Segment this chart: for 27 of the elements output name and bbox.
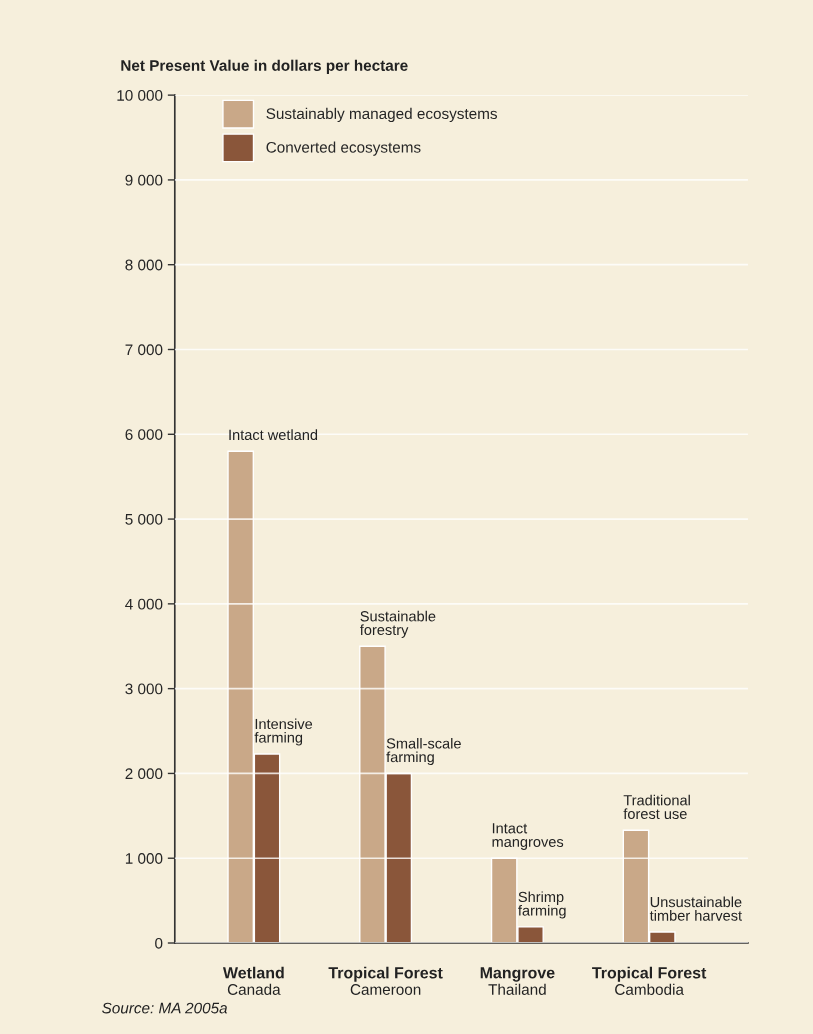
x-tick-label: Wetland Canada [222,966,284,995]
source-note: Source: MA 2005a [102,1002,228,1014]
annotation: Sustainable forestry [360,610,436,638]
annotation: Small-scale farming [386,737,461,766]
y-tick-label: 1 000 [125,853,163,864]
legend-label: Converted ecosystems [266,141,421,156]
y-tick-label: 7 000 [125,344,163,356]
y-tick-label: 8 000 [125,259,163,271]
annotation: Unsustainable timber harvest [649,896,742,921]
y-tick-label: 3 000 [125,683,163,695]
x-tick-label: Tropical Forest Cambodia [592,966,707,995]
y-tick-label: 5 000 [125,513,163,525]
legend-label: Sustainably managed ecosystems [266,107,497,123]
y-tick-label: 6 000 [125,429,163,440]
annotation: Traditional forest use [623,794,690,820]
y-tick-label: 10 000 [117,90,163,101]
y-tick-label: 0 [155,937,163,949]
annotation: Intact mangroves [492,823,564,850]
x-tick-label: Tropical Forest Cameroon [328,966,443,995]
annotation: Intact wetland [229,429,318,441]
annotation: Intensive farming [254,718,313,746]
y-tick-label: 4 000 [125,598,163,610]
y-tick-label: 9 000 [125,174,163,186]
x-tick-label: Mangrove Thailand [480,967,555,995]
y-axis-title: Net Present Value in dollars per hectare [121,59,408,74]
annotation: Shrimp farming [518,891,566,919]
y-tick-label: 2 000 [125,768,163,780]
